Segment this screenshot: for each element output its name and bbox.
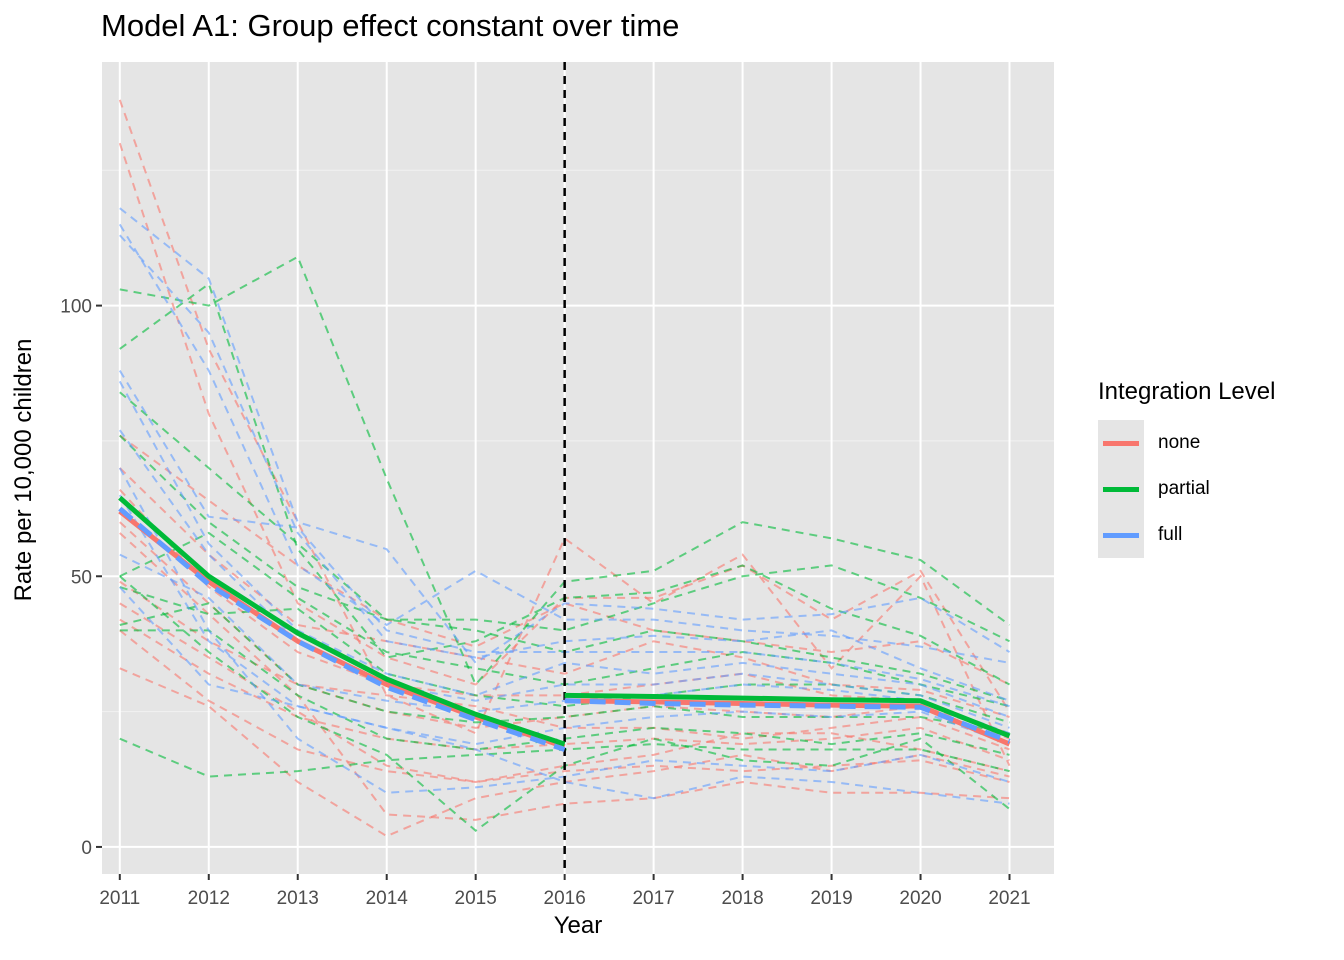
individual-line-full	[119, 207, 1011, 665]
x-tick-label: 2015	[455, 888, 497, 909]
legend-label-full: full	[1158, 524, 1183, 545]
x-tick-label: 2013	[277, 888, 319, 909]
x-tick-label: 2014	[366, 888, 409, 909]
individual-line-full	[118, 494, 1010, 805]
individual-line-full	[118, 429, 1010, 729]
individual-line-none	[119, 434, 1010, 686]
fitted-line-none-pre	[118, 509, 566, 750]
fitted-line-none-post	[564, 698, 1011, 747]
individual-line-none	[119, 602, 1010, 783]
y-tick-label: 0	[81, 838, 92, 859]
fitted-line-partial-post	[564, 692, 1011, 739]
individual-line-none	[119, 629, 1010, 783]
individual-line-none	[119, 618, 1010, 762]
legend-key-none	[1098, 420, 1144, 466]
individual-line-full	[118, 380, 1010, 718]
legend-label-none: none	[1158, 432, 1201, 453]
legend-item-none: none	[1098, 420, 1275, 466]
individual-line-none	[119, 488, 1010, 740]
legend-item-full: full	[1098, 512, 1275, 558]
individual-line-full	[118, 223, 1010, 664]
plot-panel	[102, 62, 1054, 874]
legend-title: Integration Level	[1098, 378, 1276, 405]
x-tick-label: 2018	[721, 888, 763, 909]
individual-line-none	[118, 99, 1011, 767]
x-tick-label: 2012	[188, 888, 230, 909]
x-tick-label: 2016	[544, 888, 586, 909]
y-tick-label: 50	[71, 567, 92, 588]
y-tick-label: 100	[60, 297, 92, 318]
x-tick-label: 2021	[988, 888, 1030, 909]
x-tick-label: 2020	[899, 888, 941, 909]
legend-key-full	[1098, 512, 1144, 558]
individual-line-partial	[119, 602, 1010, 735]
legend: Integration Level none partial full	[1098, 378, 1275, 558]
fitted-lines	[118, 495, 1011, 752]
individual-line-none	[119, 532, 1010, 821]
legend-item-partial: partial	[1098, 466, 1275, 512]
legend-key-partial	[1098, 466, 1144, 512]
x-axis-label: Year	[553, 912, 603, 939]
fitted-line-partial-pre	[118, 495, 566, 747]
axes: 0 50 100 2011 2012 2013 2014 2015 2016 2017 2018 20…	[60, 297, 1030, 909]
x-tick-label: 2011	[99, 888, 140, 909]
x-tick-label: 2019	[810, 888, 852, 909]
chart-title: Model A1: Group effect constant over tim…	[101, 8, 680, 43]
legend-label-partial: partial	[1158, 478, 1210, 499]
fitted-line-full-pre	[118, 506, 566, 752]
x-tick-label: 2017	[632, 888, 674, 909]
